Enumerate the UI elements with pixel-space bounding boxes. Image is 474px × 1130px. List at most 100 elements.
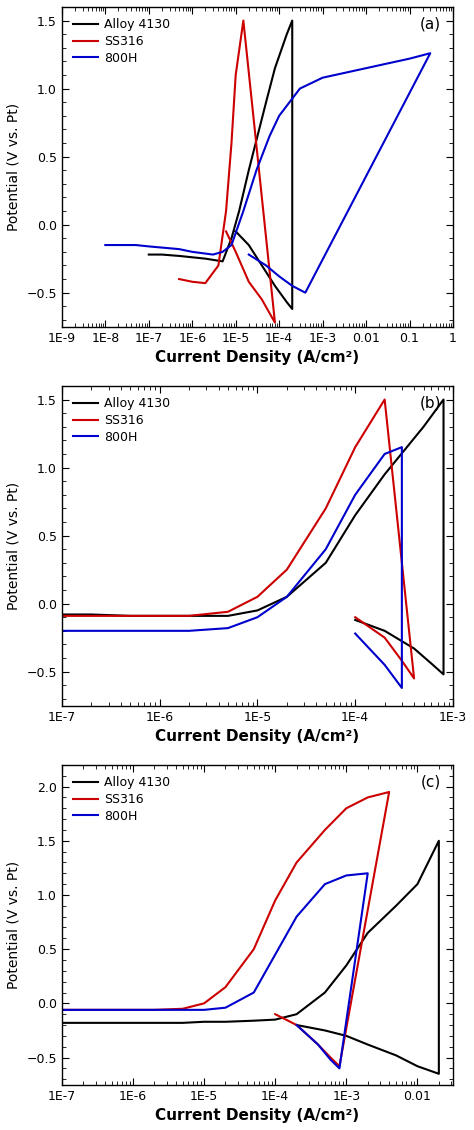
SS316 (59, 1003, 65, 1017)
800H (152, 1003, 157, 1017)
Alloy 4130 (157, 609, 163, 623)
Alloy 4130 (259, 259, 264, 272)
800H (294, 1018, 300, 1032)
Alloy 4130 (233, 225, 238, 238)
Text: (c): (c) (421, 774, 441, 790)
800H (352, 488, 358, 502)
SS316 (251, 942, 256, 956)
SS316 (233, 68, 238, 81)
800H (59, 624, 65, 637)
SS316 (128, 609, 133, 623)
SS316 (223, 981, 228, 994)
Alloy 4130 (223, 1015, 228, 1028)
Alloy 4130 (411, 642, 417, 655)
800H (210, 247, 216, 261)
800H (276, 108, 282, 122)
Alloy 4130 (365, 1037, 371, 1051)
Alloy 4130 (128, 609, 133, 623)
SS316 (284, 563, 290, 576)
SS316 (323, 502, 328, 515)
Alloy 4130 (428, 657, 434, 670)
SS316 (294, 855, 300, 869)
Alloy 4130 (284, 27, 290, 41)
Alloy 4130 (59, 1016, 65, 1029)
Alloy 4130 (365, 927, 371, 940)
SS316 (180, 1002, 185, 1016)
Alloy 4130 (284, 295, 290, 308)
Alloy 4130 (220, 254, 226, 268)
SS316 (273, 894, 278, 907)
800H (225, 622, 231, 635)
SS316 (352, 441, 358, 454)
Legend: Alloy 4130, SS316, 800H: Alloy 4130, SS316, 800H (68, 392, 175, 449)
800H (284, 590, 290, 603)
800H (240, 205, 246, 218)
Alloy 4130 (294, 1018, 300, 1032)
SS316 (294, 1018, 300, 1032)
SS316 (267, 306, 273, 320)
Alloy 4130 (190, 251, 195, 264)
Alloy 4130 (441, 393, 447, 407)
SS316 (386, 785, 392, 799)
Alloy 4130 (176, 249, 182, 262)
Line: Alloy 4130: Alloy 4130 (149, 20, 292, 308)
Alloy 4130 (152, 1016, 157, 1029)
Alloy 4130 (352, 508, 358, 522)
SS316 (246, 275, 252, 288)
SS316 (201, 997, 207, 1010)
Alloy 4130 (246, 238, 252, 252)
800H (267, 130, 273, 144)
Alloy 4130 (246, 164, 252, 177)
800H (294, 910, 300, 923)
Alloy 4130 (272, 61, 278, 75)
800H (407, 52, 412, 66)
SS316 (130, 1003, 136, 1017)
SS316 (322, 823, 328, 836)
Alloy 4130 (344, 1029, 349, 1043)
Line: Alloy 4130: Alloy 4130 (62, 400, 444, 675)
Line: 800H: 800H (62, 873, 368, 1068)
Alloy 4130 (421, 420, 427, 434)
Alloy 4130 (81, 1016, 86, 1029)
Alloy 4130 (352, 614, 358, 627)
800H (337, 1061, 342, 1075)
800H (428, 46, 433, 60)
800H (228, 238, 234, 252)
SS316 (337, 1060, 342, 1073)
Line: 800H: 800H (62, 447, 402, 688)
SS316 (344, 801, 349, 815)
800H (81, 1003, 86, 1017)
Alloy 4130 (272, 279, 278, 293)
SS316 (202, 277, 208, 290)
800H (190, 245, 195, 259)
SS316 (365, 791, 371, 805)
Alloy 4130 (225, 609, 231, 623)
SS316 (157, 609, 163, 623)
SS316 (223, 205, 229, 218)
Alloy 4130 (273, 1012, 278, 1026)
800H (302, 286, 308, 299)
SS316 (382, 393, 387, 407)
Alloy 4130 (436, 1067, 442, 1080)
Alloy 4130 (255, 603, 260, 617)
SS316 (315, 1037, 321, 1051)
800H (223, 1001, 228, 1015)
Alloy 4130 (441, 668, 447, 681)
800H (290, 279, 295, 293)
SS316 (382, 631, 387, 644)
800H (220, 245, 226, 259)
SS316 (411, 671, 417, 685)
Legend: Alloy 4130, SS316, 800H: Alloy 4130, SS316, 800H (68, 14, 175, 70)
800H (273, 948, 278, 962)
Alloy 4130 (130, 1016, 136, 1029)
Alloy 4130 (290, 302, 295, 315)
Alloy 4130 (415, 1060, 420, 1073)
800H (399, 681, 405, 695)
Alloy 4130 (146, 247, 152, 261)
Alloy 4130 (284, 590, 290, 603)
Y-axis label: Potential (V vs. Pt): Potential (V vs. Pt) (7, 481, 21, 610)
Y-axis label: Potential (V vs. Pt): Potential (V vs. Pt) (7, 861, 21, 989)
SS316 (273, 1008, 278, 1022)
Text: (a): (a) (420, 17, 441, 32)
800H (382, 658, 387, 671)
